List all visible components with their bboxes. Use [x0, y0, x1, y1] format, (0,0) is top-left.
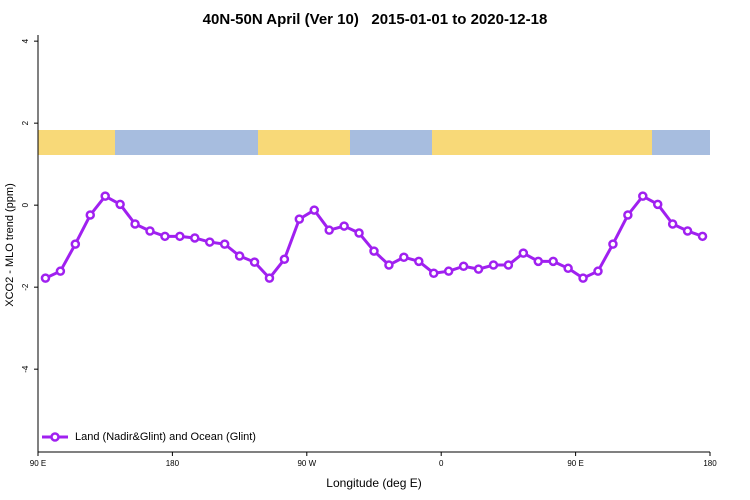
point — [175, 231, 185, 242]
point — [593, 266, 603, 276]
x-tick-label: 90 W — [297, 459, 316, 468]
y-tick-label: 4 — [21, 38, 30, 43]
point — [518, 248, 529, 258]
point — [309, 205, 320, 215]
point — [294, 214, 305, 224]
point — [339, 221, 349, 231]
point — [190, 233, 200, 243]
point — [503, 260, 514, 270]
point — [85, 210, 96, 220]
point — [160, 231, 170, 242]
point — [219, 239, 230, 249]
point — [324, 225, 334, 235]
point — [70, 239, 81, 249]
point — [697, 231, 708, 242]
point — [488, 260, 499, 270]
point — [563, 263, 573, 274]
point — [354, 228, 364, 238]
point — [623, 210, 633, 220]
x-tick-label: 180 — [166, 459, 180, 468]
y-tick-label: -4 — [21, 365, 30, 373]
point — [682, 226, 693, 236]
point — [204, 237, 215, 247]
x-axis-label: Longitude (deg E) — [326, 476, 421, 490]
point — [279, 254, 290, 265]
x-tick-label: 0 — [439, 459, 444, 468]
point — [548, 256, 558, 267]
point — [428, 268, 439, 278]
legend-label: Land (Nadir&Glint) and Ocean (Glint) — [75, 431, 256, 443]
point — [249, 257, 260, 267]
point — [264, 273, 275, 283]
point — [443, 266, 454, 276]
point — [608, 239, 618, 249]
point — [384, 260, 394, 270]
y-tick-label: 2 — [21, 120, 30, 125]
y-axis-label: XCO2 - MLO trend (ppm) — [4, 183, 16, 306]
y-tick-label: -2 — [21, 283, 30, 291]
y-tick-label: 0 — [21, 202, 30, 207]
point — [533, 256, 544, 267]
point — [100, 191, 110, 201]
point — [369, 246, 379, 256]
chart-title: 40N-50N April (Ver 10) 2015-01-01 to 202… — [203, 11, 548, 28]
point — [55, 266, 66, 276]
land — [258, 130, 350, 155]
x-tick-label: 90 E — [30, 459, 46, 468]
point — [399, 252, 409, 262]
series-line — [44, 194, 704, 280]
point — [145, 226, 155, 236]
point — [234, 251, 245, 261]
point — [458, 261, 469, 272]
land-ocean-band — [38, 130, 710, 155]
point — [638, 191, 648, 201]
point — [667, 219, 678, 229]
x-tick-label: 90 E — [567, 459, 583, 468]
land — [432, 130, 652, 155]
point — [652, 199, 663, 210]
point — [473, 264, 484, 274]
point — [414, 256, 424, 267]
legend-marker — [50, 432, 60, 442]
point — [130, 219, 140, 229]
land — [38, 130, 115, 155]
x-tick-label: 180 — [703, 459, 717, 468]
point — [115, 199, 125, 210]
point — [578, 273, 588, 283]
point — [40, 273, 51, 283]
